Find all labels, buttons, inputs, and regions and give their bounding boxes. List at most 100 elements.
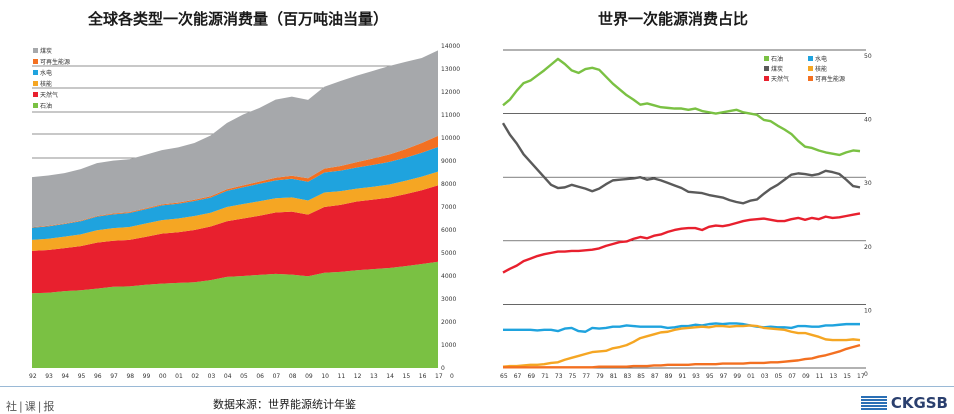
y-tick-label: 40 [864,117,872,124]
area-series-coal [32,50,438,228]
legend-swatch-hydro [808,56,813,61]
footer-divider [0,386,954,387]
brand-icon [860,396,887,410]
y-tick-label: 14000 [441,43,460,50]
y-tick-label: 13000 [441,66,460,73]
x-tick-label: 01 [175,373,183,380]
x-tick-label: 13 [370,373,378,380]
x-tick-label: 11 [816,373,824,380]
x-tick-label: 07 [273,373,281,380]
line-series-gas [502,212,861,274]
x-tick-label: 92 [29,373,37,380]
x-tick-label: 06 [256,373,264,380]
y-tick-label: 30 [864,180,872,187]
x-tick-label: 03 [208,373,216,380]
legend-label-nuclear: 核能 [40,80,52,88]
x-tick-label: 97 [110,373,118,380]
x-tick-label: 73 [555,373,563,380]
x-tick-label: 69 [527,373,535,380]
x-tick-label: 93 [45,373,53,380]
x-tick-label: 15 [843,373,851,380]
x-tick-label: 13 [830,373,838,380]
x-tick-label: 81 [610,373,618,380]
x-tick-label: 71 [541,373,549,380]
y-tick-label: 0 [864,371,868,378]
x-tick-label: 91 [679,373,687,380]
y-tick-label: 10 [864,307,872,314]
x-tick-label: 95 [706,373,714,380]
x-tick-label: 83 [624,373,632,380]
y-tick-label: 5000 [441,250,456,257]
x-tick-label: 97 [720,373,728,380]
y-tick-label: 50 [864,53,872,60]
x-tick-label: 93 [692,373,700,380]
legend-label-nuclear: 核能 [815,65,827,73]
data-source-note: 数据来源：世界能源统计年鉴 [213,398,356,411]
y-tick-label: 12000 [441,89,460,96]
y-tick-label: 2000 [441,319,456,326]
y-tick-label: 3000 [441,296,456,303]
x-tick-label: 98 [126,373,134,380]
area-series-hydro [32,146,438,240]
x-tick-label: 95 [78,373,86,380]
right-chart-title: 世界一次能源消费占比 [598,10,749,28]
legend-swatch-renewables [33,59,38,64]
y-tick-label: 10000 [441,135,460,142]
x-axis-zero-label: 0 [450,373,454,380]
x-tick-label: 79 [596,373,604,380]
legend-swatch-nuclear [33,81,38,86]
y-tick-label: 8000 [441,181,456,188]
x-tick-label: 03 [761,373,769,380]
x-tick-label: 12 [354,373,362,380]
y-tick-label: 9000 [441,158,456,165]
y-tick-label: 7000 [441,204,456,211]
y-tick-label: 11000 [441,112,460,119]
legend-swatch-nuclear [808,66,813,71]
x-tick-label: 04 [224,373,232,380]
x-tick-label: 96 [94,373,102,380]
legend-label-renewables: 可再生能源 [40,58,70,66]
x-tick-label: 85 [637,373,645,380]
x-tick-label: 17 [435,373,443,380]
legend-swatch-gas [33,92,38,97]
line-series-renewables [503,343,861,369]
x-tick-label: 17 [857,373,865,380]
legend-label-renewables: 可再生能源 [815,75,845,83]
legend-swatch-hydro [33,70,38,75]
legend-swatch-renewables [808,76,813,81]
line-series-hydro [503,322,860,333]
x-tick-label: 09 [305,373,313,380]
x-tick-label: 87 [651,373,659,380]
legend-label-gas: 天然气 [771,75,789,83]
x-tick-label: 14 [386,373,394,380]
legend-swatch-oil [764,56,769,61]
x-tick-label: 10 [321,373,329,380]
legend-swatch-gas [764,76,769,81]
x-tick-label: 99 [143,373,151,380]
x-tick-label: 77 [582,373,590,380]
x-tick-label: 67 [514,373,522,380]
legend-label-oil: 石油 [771,55,783,63]
legend-label-hydro: 水电 [40,69,52,77]
legend-swatch-coal_line [764,66,769,71]
line-series-oil [502,57,861,157]
x-tick-label: 05 [775,373,783,380]
x-tick-label: 05 [240,373,248,380]
x-tick-label: 75 [569,373,577,380]
legend-swatch-coal [33,48,38,53]
x-tick-label: 07 [788,373,796,380]
x-tick-label: 08 [289,373,297,380]
legend-label-coal_line: 煤炭 [771,65,783,73]
area-series-gas [32,185,438,294]
left-chart-title: 全球各类型一次能源消费量（百万吨油当量） [88,10,389,28]
partner-logos: 社|课|报 [6,400,57,413]
x-tick-label: 01 [747,373,755,380]
y-tick-label: 1000 [441,342,456,349]
line-series-coal_line [501,122,861,205]
y-tick-label: 0 [441,365,445,372]
area-series-oil [32,261,438,368]
x-tick-label: 65 [500,373,508,380]
y-tick-label: 20 [864,244,872,251]
